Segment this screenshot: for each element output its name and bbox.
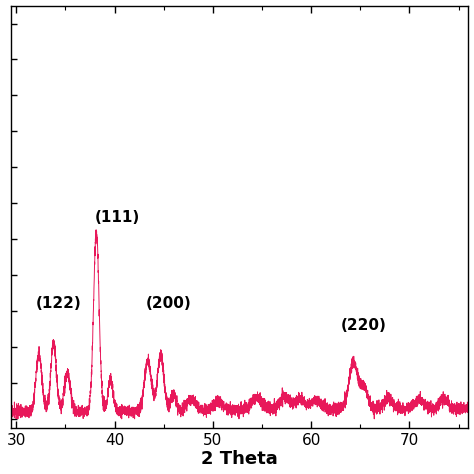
Text: (220): (220) — [341, 318, 386, 333]
Text: (122): (122) — [36, 296, 82, 311]
Text: (200): (200) — [146, 296, 191, 311]
Text: (111): (111) — [95, 210, 140, 225]
X-axis label: 2 Theta: 2 Theta — [201, 450, 278, 468]
